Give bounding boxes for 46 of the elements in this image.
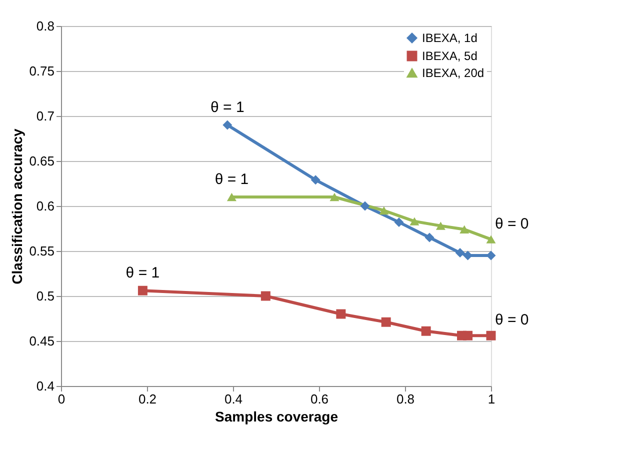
y-tick-label: 0.7 <box>36 108 54 124</box>
point <box>260 291 270 301</box>
point <box>360 201 370 211</box>
annotation: θ = 1 <box>210 99 244 116</box>
legend-label: IBEXA, 5d <box>422 49 478 63</box>
point <box>421 326 431 336</box>
x-axis-title: Samples coverage <box>215 408 338 424</box>
x-tick-label: 0.6 <box>310 392 329 406</box>
point <box>486 250 496 260</box>
point <box>226 192 236 202</box>
point <box>138 286 148 296</box>
y-tick-label: 0.8 <box>36 18 54 34</box>
point <box>310 175 320 185</box>
y-tick-label: 0.45 <box>29 334 54 348</box>
x-tick-label: 0.4 <box>224 392 243 406</box>
point <box>381 317 391 327</box>
point <box>222 120 232 130</box>
annotation: θ = 1 <box>126 264 160 282</box>
y-tick-label: 0.75 <box>29 64 54 78</box>
point <box>424 232 434 242</box>
y-tick-label: 0.65 <box>29 154 54 168</box>
point <box>436 222 446 230</box>
point <box>486 330 496 340</box>
point <box>463 330 473 340</box>
point <box>379 206 389 215</box>
y-tick-label: 0.5 <box>36 288 54 304</box>
y-tick-label: 0.55 <box>29 244 54 258</box>
x-tick-label: 0.2 <box>138 392 157 406</box>
annotation: θ = 1 <box>214 171 249 188</box>
legend-label: IBEXA, 1d <box>422 31 478 45</box>
point <box>394 217 404 227</box>
annotation: θ = 0 <box>495 312 529 329</box>
annotation: θ = 0 <box>495 215 529 232</box>
point <box>486 235 496 244</box>
point <box>410 217 420 226</box>
x-tick-label: 0.8 <box>396 392 415 406</box>
x-tick-label: 0 <box>58 392 66 406</box>
x-tick-label: 1 <box>488 392 496 406</box>
y-tick-label: 0.4 <box>36 378 54 394</box>
y-tick-label: 0.6 <box>36 198 54 214</box>
point <box>460 225 470 234</box>
y-axis-title: Classification accuracy <box>9 128 26 284</box>
point <box>330 192 340 202</box>
point <box>336 309 346 319</box>
point <box>455 248 465 258</box>
legend-label: IBEXA, 20d <box>422 66 484 80</box>
